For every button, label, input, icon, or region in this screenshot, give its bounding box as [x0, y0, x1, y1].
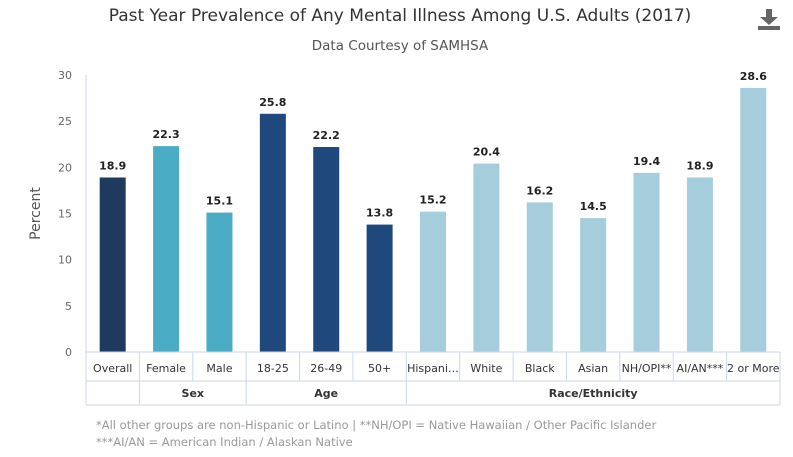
- bar-11[interactable]: [686, 177, 713, 352]
- x-category-label: 2 or More: [727, 362, 780, 375]
- bar-1[interactable]: [153, 146, 180, 352]
- bar-2[interactable]: [206, 212, 233, 352]
- x-category-label: Black: [525, 362, 555, 375]
- x-category-label: 26-49: [310, 362, 342, 375]
- x-category-label: AI/AN***: [677, 362, 724, 375]
- y-tick-label: 15: [58, 208, 72, 221]
- footnote-line-1: *All other groups are non-Hispanic or La…: [96, 418, 657, 432]
- bar-9[interactable]: [580, 218, 607, 352]
- y-tick-label: 30: [58, 69, 72, 82]
- bar-value-label: 16.2: [526, 184, 553, 197]
- x-group-label: Age: [314, 387, 338, 400]
- x-category-label: White: [470, 362, 502, 375]
- download-icon[interactable]: [756, 6, 782, 32]
- bar-7[interactable]: [473, 163, 500, 352]
- x-group-label: Race/Ethnicity: [549, 387, 638, 400]
- x-category-label: 50+: [368, 362, 391, 375]
- bar-3[interactable]: [259, 113, 286, 352]
- bar-10[interactable]: [633, 172, 660, 352]
- x-category-label: Male: [206, 362, 232, 375]
- y-tick-label: 0: [65, 346, 72, 359]
- bar-value-label: 14.5: [580, 200, 607, 213]
- footnote: *All other groups are non-Hispanic or La…: [96, 417, 656, 451]
- bar-value-label: 18.9: [99, 159, 126, 172]
- footnote-line-2: ***AI/AN = American Indian / Alaskan Nat…: [96, 435, 353, 449]
- y-tick-label: 25: [58, 115, 72, 128]
- bar-value-label: 15.2: [419, 194, 446, 207]
- bar-value-label: 15.1: [206, 195, 233, 208]
- bar-8[interactable]: [526, 202, 553, 352]
- bar-value-label: 22.2: [313, 129, 340, 142]
- bar-5[interactable]: [366, 224, 393, 352]
- bar-value-label: 19.4: [633, 155, 660, 168]
- x-category-label: 18-25: [257, 362, 289, 375]
- bar-4[interactable]: [313, 147, 340, 352]
- x-axis: Overall Female Male 18-25 26-49 50+ Hispani… Wh…: [85, 351, 781, 406]
- x-category-label: Overall: [93, 362, 132, 375]
- x-group-label: Sex: [182, 387, 204, 400]
- x-category-label: NH/OPI**: [622, 362, 672, 375]
- x-category-label: Female: [146, 362, 186, 375]
- bar-value-label: 25.8: [259, 96, 286, 109]
- y-tick-label: 5: [65, 300, 72, 313]
- bar-12[interactable]: [740, 87, 767, 352]
- bar-value-label: 18.9: [686, 159, 713, 172]
- bar-value-label: 20.4: [473, 146, 500, 159]
- x-category-label: Hispani…: [407, 362, 459, 375]
- bar-value-label: 13.8: [366, 207, 393, 220]
- chart-subtitle: Data Courtesy of SAMHSA: [311, 38, 489, 54]
- y-axis-title: Percent: [28, 187, 44, 240]
- y-axis: 0 5 10 15 20 25 30 Percent: [28, 69, 87, 359]
- bar-chart: 0 5 10 15 20 25 30 Percent 18.9 22.3 15.1 25.8 22.2…: [28, 69, 781, 406]
- y-tick-label: 20: [58, 161, 72, 174]
- chart-title: Past Year Prevalence of Any Mental Illne…: [108, 6, 692, 26]
- x-category-label: Asian: [578, 362, 608, 375]
- bar-6[interactable]: [420, 211, 446, 352]
- bars: 18.9 22.3 15.1 25.8 22.2 13.8 15.2 20.4 16.2 14.5…: [99, 70, 767, 352]
- bar-value-label: 22.3: [153, 128, 180, 141]
- bar-value-label: 28.6: [740, 70, 767, 83]
- y-tick-label: 10: [58, 254, 72, 267]
- bar-0[interactable]: [99, 177, 126, 352]
